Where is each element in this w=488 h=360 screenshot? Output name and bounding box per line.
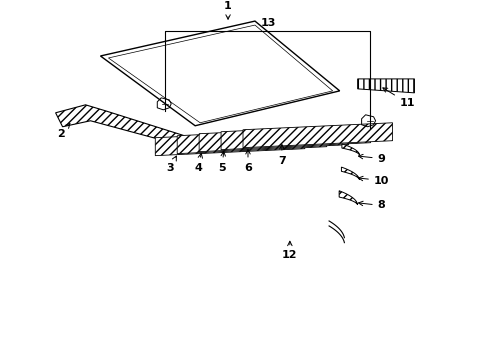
Polygon shape bbox=[155, 131, 304, 156]
Text: 1: 1 bbox=[224, 1, 231, 19]
Text: 3: 3 bbox=[166, 156, 176, 172]
Text: 12: 12 bbox=[282, 241, 297, 260]
Text: 8: 8 bbox=[358, 201, 385, 211]
Text: 6: 6 bbox=[244, 149, 251, 172]
Text: 10: 10 bbox=[358, 176, 388, 185]
Polygon shape bbox=[199, 127, 348, 152]
Polygon shape bbox=[357, 79, 414, 93]
Polygon shape bbox=[221, 125, 370, 150]
Text: 9: 9 bbox=[358, 154, 385, 164]
Polygon shape bbox=[243, 123, 392, 148]
Text: 2: 2 bbox=[57, 123, 70, 139]
Text: 11: 11 bbox=[382, 88, 414, 108]
Polygon shape bbox=[177, 129, 326, 154]
Text: 7: 7 bbox=[278, 145, 285, 166]
Text: 5: 5 bbox=[218, 152, 225, 172]
Polygon shape bbox=[56, 105, 200, 148]
Polygon shape bbox=[341, 167, 359, 180]
Text: 4: 4 bbox=[194, 153, 202, 172]
Polygon shape bbox=[341, 144, 359, 155]
Polygon shape bbox=[339, 191, 357, 205]
Text: 13: 13 bbox=[260, 18, 275, 28]
